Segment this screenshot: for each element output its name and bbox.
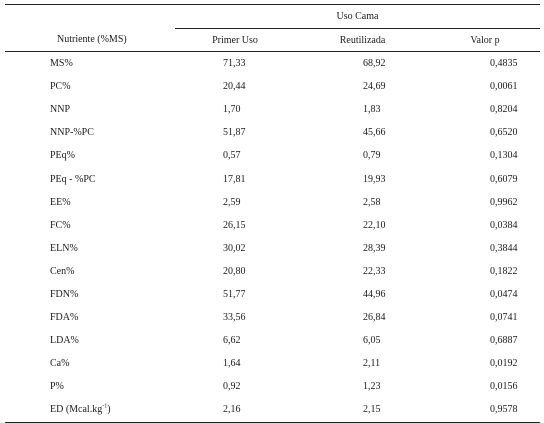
- reutilizada-value: 0,79: [363, 150, 381, 162]
- reutilizada-value: 28,39: [363, 242, 386, 254]
- reutilizada-value: 1,23: [363, 381, 381, 393]
- column-header-reutilizada: Reutilizada: [295, 28, 430, 52]
- p-value: 0,0384: [490, 219, 518, 231]
- table-row: FC% 26,15 22,10 0,0384: [5, 214, 540, 237]
- group-header-uso-cama: Uso Cama: [175, 4, 540, 29]
- table-row: EE% 2,59 2,58 0,9962: [5, 191, 540, 214]
- reutilizada-value: 44,96: [363, 288, 386, 300]
- nutrient-name: FC%: [50, 219, 71, 231]
- table-row: FDA% 33,56 26,84 0,0741: [5, 306, 540, 329]
- reutilizada-value: 22,33: [363, 265, 386, 277]
- reutilizada-value: 2,58: [363, 196, 381, 208]
- group-header-spacer: [5, 4, 175, 29]
- reutilizada-value: 6,05: [363, 335, 381, 347]
- table-row: Cen% 20,80 22,33 0,1822: [5, 260, 540, 283]
- table-row: MS% 71,33 68,92 0,4835: [5, 52, 540, 76]
- table-row: PEq% 0,57 0,79 0,1304: [5, 144, 540, 167]
- p-value: 0,0192: [490, 358, 518, 370]
- table-row: FDN% 51,77 44,96 0,0474: [5, 283, 540, 306]
- primer-uso-value: 51,77: [223, 288, 246, 300]
- primer-uso-value: 1,64: [223, 358, 241, 370]
- column-header-row: Nutriente (%MS) Primer Uso Reutilizada V…: [5, 28, 540, 52]
- table-row: Ca% 1,64 2,11 0,0192: [5, 352, 540, 375]
- reutilizada-value: 24,69: [363, 81, 386, 93]
- p-value: 0,0741: [490, 312, 518, 324]
- primer-uso-value: 6,62: [223, 335, 241, 347]
- table-row: NNP 1,70 1,83 0,8204: [5, 98, 540, 121]
- nutrient-name: PC%: [50, 81, 71, 93]
- primer-uso-value: 0,57: [223, 150, 241, 162]
- reutilizada-value: 1,83: [363, 104, 381, 116]
- nutrient-name: FDN%: [50, 288, 79, 300]
- p-value: 0,6887: [490, 335, 518, 347]
- primer-uso-value: 2,59: [223, 196, 241, 208]
- nutrient-name: ELN%: [50, 242, 78, 254]
- nutrient-name: NNP: [50, 104, 71, 116]
- nutrient-name: PEq%: [50, 150, 75, 162]
- reutilizada-value: 26,84: [363, 312, 386, 324]
- primer-uso-value: 30,02: [223, 242, 246, 254]
- primer-uso-value: 20,44: [223, 81, 246, 93]
- column-header-valor-p: Valor p: [430, 28, 540, 52]
- nutrient-name: FDA%: [50, 312, 79, 324]
- reutilizada-value: 2,11: [363, 358, 381, 370]
- primer-uso-value: 1,70: [223, 104, 241, 116]
- primer-uso-value: 17,81: [223, 173, 246, 185]
- table-row: PEq - %PC 17,81 19,93 0,6079: [5, 167, 540, 190]
- reutilizada-value: 19,93: [363, 173, 386, 185]
- nutrient-name-prefix: ED (Mcal.kg: [50, 404, 103, 416]
- p-value: 0,4835: [490, 58, 518, 70]
- primer-uso-value: 51,87: [223, 127, 246, 139]
- nutrient-name: ED (Mcal.kg-1): [5, 398, 175, 423]
- table-row: NNP-%PC 51,87 45,66 0,6520: [5, 121, 540, 144]
- primer-uso-value: 0,92: [223, 381, 241, 393]
- nutrient-name-suffix: ): [107, 404, 111, 416]
- p-value: 0,0156: [490, 381, 518, 393]
- nutrient-name: P%: [50, 381, 64, 393]
- column-header-nutriente: Nutriente (%MS): [5, 28, 175, 52]
- p-value: 0,8204: [490, 104, 518, 116]
- reutilizada-value: 68,92: [363, 58, 386, 70]
- table-row: P% 0,92 1,23 0,0156: [5, 375, 540, 398]
- table-row: LDA% 6,62 6,05 0,6887: [5, 329, 540, 352]
- nutrient-name: NNP-%PC: [50, 127, 94, 139]
- p-value: 0,9578: [430, 398, 540, 423]
- p-value: 0,0474: [490, 288, 518, 300]
- reutilizada-value: 45,66: [363, 127, 386, 139]
- p-value: 0,9962: [490, 196, 518, 208]
- nutrient-table: Uso Cama Nutriente (%MS) Primer Uso Reut…: [5, 4, 540, 423]
- table-row: PC% 20,44 24,69 0,0061: [5, 75, 540, 98]
- primer-uso-value: 33,56: [223, 312, 246, 324]
- nutrient-name: Cen%: [50, 265, 75, 277]
- reutilizada-value: 22,10: [363, 219, 386, 231]
- nutrient-name: Ca%: [50, 358, 70, 370]
- table-row: ELN% 30,02 28,39 0,3844: [5, 237, 540, 260]
- primer-uso-value: 2,16: [175, 398, 295, 423]
- column-header-primer-uso: Primer Uso: [175, 28, 295, 52]
- p-value: 0,6520: [490, 127, 518, 139]
- primer-uso-value: 20,80: [223, 265, 246, 277]
- nutrient-name: PEq - %PC: [50, 173, 96, 185]
- p-value: 0,3844: [490, 242, 518, 254]
- primer-uso-value: 71,33: [223, 58, 246, 70]
- p-value: 0,1304: [490, 150, 518, 162]
- p-value: 0,6079: [490, 173, 518, 185]
- nutrient-name: MS%: [50, 58, 73, 70]
- p-value: 0,0061: [490, 81, 518, 93]
- nutrient-name: LDA%: [50, 335, 79, 347]
- table-row: ED (Mcal.kg-1) 2,16 2,15 0,9578: [5, 398, 540, 423]
- p-value: 0,1822: [490, 265, 518, 277]
- reutilizada-value: 2,15: [295, 398, 430, 423]
- nutrient-table-container: Uso Cama Nutriente (%MS) Primer Uso Reut…: [5, 4, 540, 423]
- group-header-row: Uso Cama: [5, 4, 540, 29]
- nutrient-name: EE%: [50, 196, 71, 208]
- primer-uso-value: 26,15: [223, 219, 246, 231]
